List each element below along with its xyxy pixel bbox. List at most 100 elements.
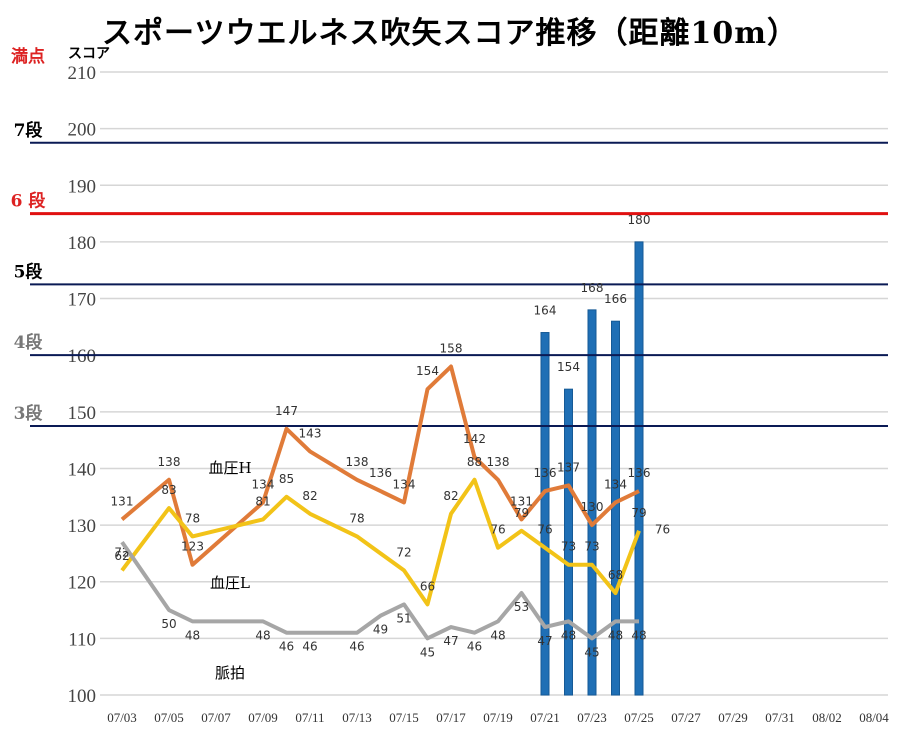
series-line (120, 540, 639, 641)
data-label: 85 (279, 472, 294, 486)
data-label: 142 (463, 432, 486, 446)
bar-value-label: 180 (628, 213, 651, 227)
data-label: 48 (490, 628, 505, 642)
score-bar (634, 241, 644, 696)
data-label: 134 (393, 477, 416, 491)
x-tick-label: 07/31 (765, 710, 795, 725)
data-label: 78 (349, 511, 364, 525)
data-label: 131 (111, 494, 134, 508)
data-label: 82 (443, 489, 458, 503)
y-tick-label: 100 (68, 686, 97, 707)
data-label: 62 (114, 549, 129, 563)
data-label: 78 (185, 511, 200, 525)
y-tick-label: 150 (68, 403, 97, 424)
level-label: 5段 (14, 261, 43, 282)
level-label: 4段 (14, 332, 43, 353)
x-tick-label: 08/04 (859, 710, 889, 725)
y-tick-label: 190 (68, 176, 97, 197)
data-label: 138 (346, 455, 369, 469)
data-label: 48 (631, 628, 646, 642)
data-label: 66 (420, 579, 435, 593)
level-label: 満点 (11, 46, 45, 67)
data-label: 46 (302, 640, 317, 654)
data-label: 83 (161, 483, 176, 497)
data-label: 143 (299, 426, 322, 440)
x-tick-label: 07/29 (718, 710, 748, 725)
data-label: 48 (561, 628, 576, 642)
bar-value-label: 164 (534, 304, 557, 318)
data-label: 136 (628, 466, 651, 480)
bar-value-label: 166 (604, 292, 627, 306)
x-tick-label: 07/21 (530, 710, 560, 725)
data-label: 48 (185, 628, 200, 642)
data-label: 47 (443, 634, 458, 648)
data-label: 147 (275, 404, 298, 418)
data-label: 131 (510, 494, 533, 508)
y-tick-label: 210 (68, 63, 97, 84)
data-label: 53 (514, 600, 529, 614)
data-label: 51 (396, 611, 411, 625)
x-tick-label: 07/07 (201, 710, 231, 725)
data-label: 154 (416, 364, 439, 378)
data-label: 76 (490, 523, 505, 537)
x-tick-label: 07/05 (154, 710, 184, 725)
x-tick-label: 07/17 (436, 710, 466, 725)
data-label: 158 (440, 342, 463, 356)
x-tick-label: 07/13 (342, 710, 372, 725)
data-label: 73 (584, 540, 599, 554)
chart-title: スポーツウエルネス吹矢スコア推移（距離10m） (102, 16, 798, 51)
data-label: 79 (514, 506, 529, 520)
data-label: 138 (487, 455, 510, 469)
data-label: 46 (279, 640, 294, 654)
data-label: 48 (255, 628, 270, 642)
score-bar (587, 309, 597, 696)
data-label: 134 (252, 477, 275, 491)
y-axis-label: スコア (68, 46, 110, 62)
x-tick-label: 07/23 (577, 710, 607, 725)
y-tick-label: 170 (68, 290, 97, 311)
x-tick-label: 07/03 (107, 710, 137, 725)
y-tick-label: 130 (68, 516, 97, 537)
y-tick-label: 160 (68, 346, 97, 367)
bar-value-label: 168 (581, 281, 604, 295)
y-tick-label: 180 (68, 233, 97, 254)
level-label: 6 段 (11, 191, 46, 212)
bar-value-label: 154 (557, 360, 580, 374)
x-tick-label: 08/02 (812, 710, 842, 725)
x-tick-label: 07/27 (671, 710, 701, 725)
data-label: 47 (537, 634, 552, 648)
data-label: 46 (349, 640, 364, 654)
data-label: 48 (608, 628, 623, 642)
x-tick-label: 07/19 (483, 710, 513, 725)
data-label: 45 (584, 645, 599, 659)
data-label: 50 (161, 617, 176, 631)
data-label: 81 (255, 494, 270, 508)
y-tick-label: 120 (68, 573, 97, 594)
series-name-label: 脈拍 (215, 664, 245, 682)
y-tick-label: 200 (68, 120, 97, 141)
level-label: 7段 (14, 120, 43, 141)
level-label: 3段 (14, 403, 43, 424)
data-label: 82 (302, 489, 317, 503)
y-tick-label: 110 (68, 629, 96, 650)
x-tick-label: 07/09 (248, 710, 278, 725)
data-label: 46 (467, 640, 482, 654)
data-label: 49 (373, 623, 388, 637)
score-bar (564, 388, 573, 696)
data-label: 72 (396, 545, 411, 559)
data-label: 130 (581, 500, 604, 514)
data-label: 136 (534, 466, 557, 480)
data-label: 137 (557, 460, 580, 474)
y-tick-label: 140 (68, 459, 97, 480)
series-line (120, 477, 641, 607)
data-label: 76 (537, 523, 552, 537)
data-label: 136 (369, 466, 392, 480)
series-name-label: 血圧L (210, 574, 250, 592)
series-name-label: 血圧H (208, 459, 251, 477)
x-tick-label: 07/11 (295, 710, 324, 725)
data-label: 88 (467, 455, 482, 469)
data-label: 134 (604, 477, 627, 491)
series-line (120, 364, 640, 567)
data-label: 45 (420, 645, 435, 659)
